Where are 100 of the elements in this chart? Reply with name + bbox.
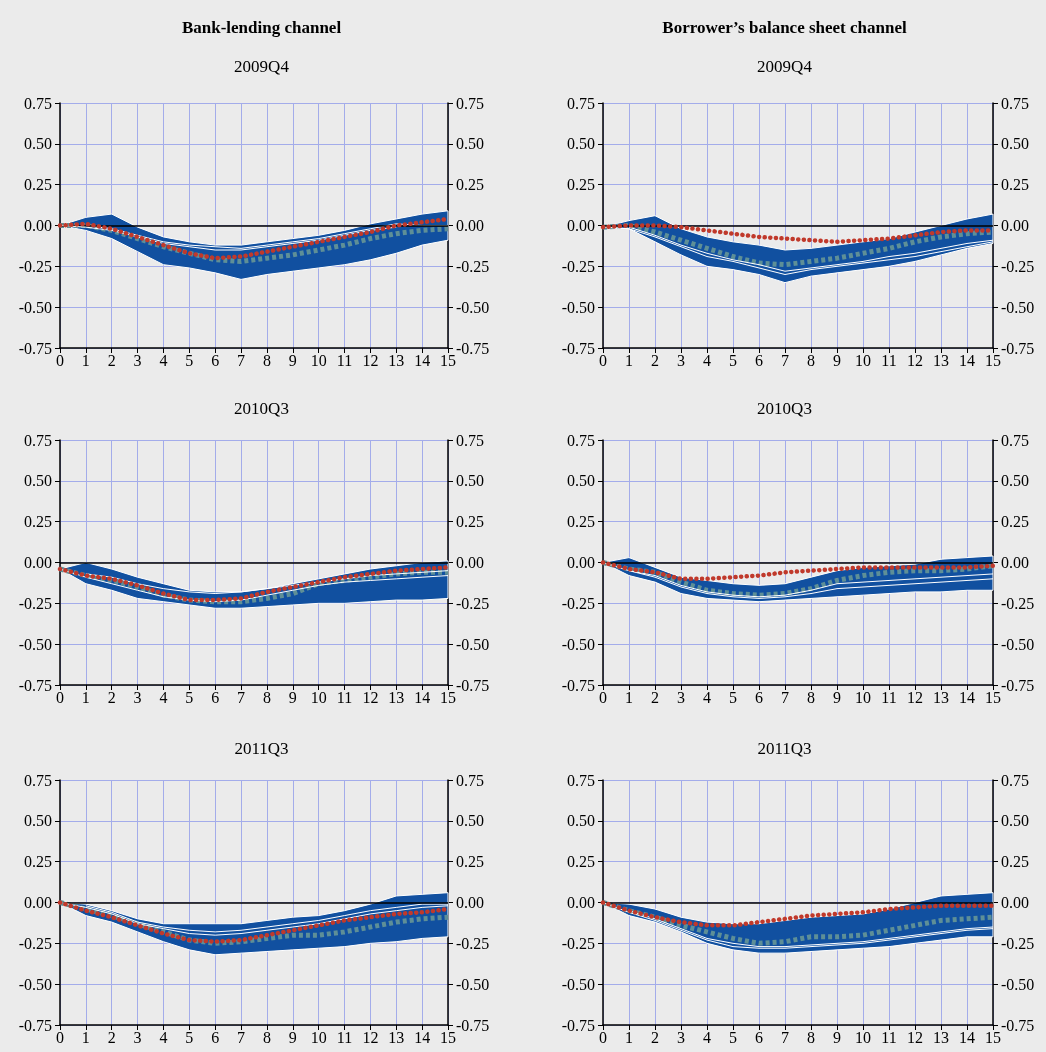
y-tick-label: 0.50 [567,135,595,153]
x-tick-label: 15 [440,1028,456,1046]
y-tick-label: -0.25 [561,594,595,612]
x-tick-label: 1 [625,688,633,706]
y2-tick-label: 0.00 [456,554,484,571]
x-tick-label: 13 [933,351,949,369]
y2-tick-label: 0.25 [1001,513,1029,531]
y-tick-label: 0.25 [24,176,52,194]
y2-tick-label: -0.50 [1001,298,1035,316]
x-tick-label: 14 [959,688,975,706]
x-tick-label: 14 [414,688,431,706]
x-tick-label: 15 [440,688,456,706]
x-tick-label: 1 [81,688,90,706]
x-tick-label: 0 [599,351,607,369]
x-tick-label: 4 [703,688,711,706]
x-tick-label: 15 [440,351,456,369]
y2-tick-label: 0.50 [1001,472,1029,490]
x-tick-label: 10 [310,351,327,369]
y-tick-label: 0.50 [567,472,595,490]
y2-tick-label: -0.75 [1001,1016,1035,1034]
x-tick-label: 11 [881,1028,897,1046]
x-tick-label: 3 [677,1028,685,1046]
y-tick-label: -0.75 [561,676,595,694]
x-tick-label: 14 [959,351,975,369]
y-tick-label: -0.75 [18,339,52,357]
y-tick-label: 0.00 [24,894,52,911]
x-tick-label: 13 [933,688,949,706]
chart-title: 2010Q3 [234,399,289,418]
x-tick-label: 7 [237,351,246,369]
x-tick-label: 5 [185,351,194,369]
x-tick-label: 1 [625,351,633,369]
y-tick-label: -0.75 [561,339,595,357]
x-tick-label: 12 [907,1028,923,1046]
y2-tick-label: -0.50 [1001,975,1035,993]
x-tick-label: 6 [211,1028,220,1046]
x-tick-label: 7 [237,688,246,706]
y-tick-label: -0.75 [18,1016,52,1034]
y-tick-label: 0.00 [567,894,595,911]
x-tick-label: 3 [133,351,142,369]
x-tick-label: 13 [933,1028,949,1046]
y2-tick-label: 0.50 [1001,812,1029,830]
y-tick-label: 0.00 [567,217,595,234]
x-tick-label: 0 [56,351,64,369]
y-tick-label: -0.50 [18,975,52,993]
x-tick-label: 2 [651,688,659,706]
x-tick-label: 8 [262,688,271,706]
x-tick-label: 5 [185,688,194,706]
x-tick-label: 4 [703,1028,711,1046]
x-tick-label: 2 [107,1028,116,1046]
y2-tick-label: -0.25 [456,594,490,612]
x-tick-label: 8 [262,351,271,369]
x-tick-label: 3 [677,351,685,369]
x-tick-label: 7 [237,1028,246,1046]
x-tick-label: 2 [107,351,116,369]
x-tick-label: 5 [729,1028,737,1046]
y2-tick-label: 0.25 [1001,853,1029,871]
y-tick-label: -0.50 [561,975,595,993]
y2-tick-label: -0.75 [456,1016,490,1034]
y2-tick-label: 0.00 [1001,217,1029,234]
y-tick-label: -0.25 [561,934,595,952]
y-tick-label: -0.50 [561,298,595,316]
y2-tick-label: 0.25 [1001,176,1029,194]
x-tick-label: 3 [133,1028,142,1046]
x-tick-label: 4 [159,1028,168,1046]
x-tick-label: 5 [729,351,737,369]
x-tick-label: 5 [185,1028,194,1046]
y-tick-label: -0.50 [18,298,52,316]
y2-tick-label: 0.50 [456,812,484,830]
y2-tick-label: 0.75 [456,431,484,449]
chart-subtitle: 2009Q4 [234,57,290,76]
x-tick-label: 9 [833,351,841,369]
x-tick-label: 13 [388,1028,405,1046]
y2-tick-label: 0.75 [1001,431,1029,449]
chart-title: 2011Q3 [234,739,289,758]
y-tick-label: 0.75 [24,94,52,112]
y-tick-label: -0.75 [561,1016,595,1034]
x-tick-label: 12 [362,688,379,706]
y2-tick-label: -0.50 [456,635,490,653]
x-tick-label: 4 [159,351,168,369]
x-tick-label: 15 [985,688,1001,706]
x-tick-label: 0 [56,688,64,706]
x-tick-label: 10 [310,1028,327,1046]
y-tick-label: 0.50 [567,812,595,830]
y-tick-label: 0.00 [24,554,52,571]
x-tick-label: 12 [362,1028,379,1046]
x-tick-label: 2 [651,1028,659,1046]
x-tick-label: 13 [388,351,405,369]
x-tick-label: 8 [807,351,815,369]
chart-title: 2011Q3 [757,739,812,758]
x-tick-label: 7 [781,351,789,369]
x-tick-label: 0 [56,1028,64,1046]
y-tick-label: 0.25 [24,513,52,531]
y-tick-label: -0.75 [18,676,52,694]
x-tick-label: 3 [677,688,685,706]
y-tick-label: 0.75 [567,94,595,112]
y2-tick-label: -0.75 [1001,676,1035,694]
x-tick-label: 8 [807,1028,815,1046]
y-tick-label: 0.25 [567,853,595,871]
x-tick-label: 8 [807,688,815,706]
y-tick-label: 0.75 [24,771,52,789]
